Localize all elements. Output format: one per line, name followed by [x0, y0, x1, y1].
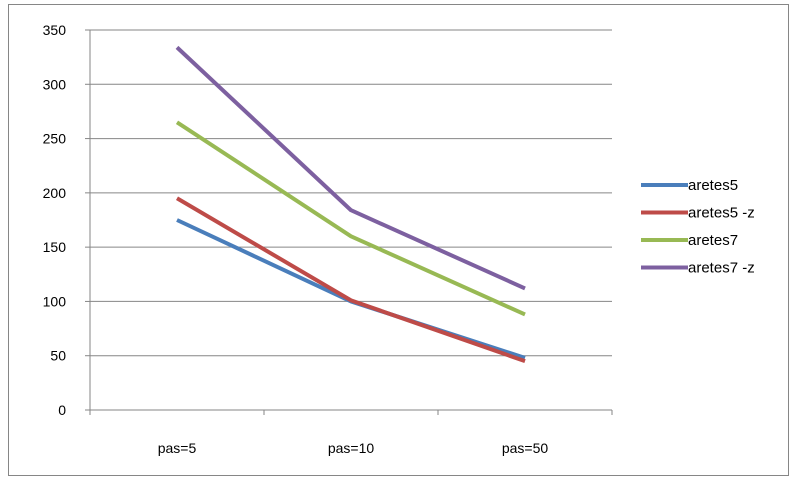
y-tick-label: 150 [43, 239, 67, 255]
x-tick-label: pas=5 [158, 440, 197, 456]
legend: aretes5 aretes5 -z aretes7 aretes7 -z [641, 177, 755, 277]
legend-label: aretes5 [688, 177, 738, 194]
y-tick-label: 300 [43, 76, 67, 92]
legend-label: aretes5 -z [688, 205, 755, 222]
y-tick-label: 250 [43, 131, 67, 147]
y-tick-label: 50 [50, 348, 66, 364]
legend-entry: aretes7 [641, 232, 738, 249]
legend-entry: aretes5 [641, 177, 738, 194]
gridlines [90, 29, 612, 357]
y-tick-label: 350 [43, 22, 67, 38]
x-axis-ticks: pas=5 pas=10 pas=50 [158, 440, 549, 456]
series-line [175, 196, 526, 364]
series-line [175, 120, 526, 317]
y-tick-label: 100 [43, 293, 67, 309]
legend-entry: aretes5 -z [641, 205, 755, 222]
y-tick-label: 0 [58, 402, 66, 418]
axes [85, 29, 613, 415]
x-tick-label: pas=50 [502, 440, 549, 456]
legend-label: aretes7 -z [688, 260, 755, 277]
series-lines [175, 45, 526, 364]
y-axis-ticks: 0 50 100 150 200 250 300 350 [43, 22, 67, 418]
legend-entry: aretes7 -z [641, 260, 755, 277]
x-tick-label: pas=10 [328, 440, 375, 456]
y-tick-label: 200 [43, 185, 67, 201]
series-line [175, 45, 526, 291]
legend-label: aretes7 [688, 232, 738, 249]
